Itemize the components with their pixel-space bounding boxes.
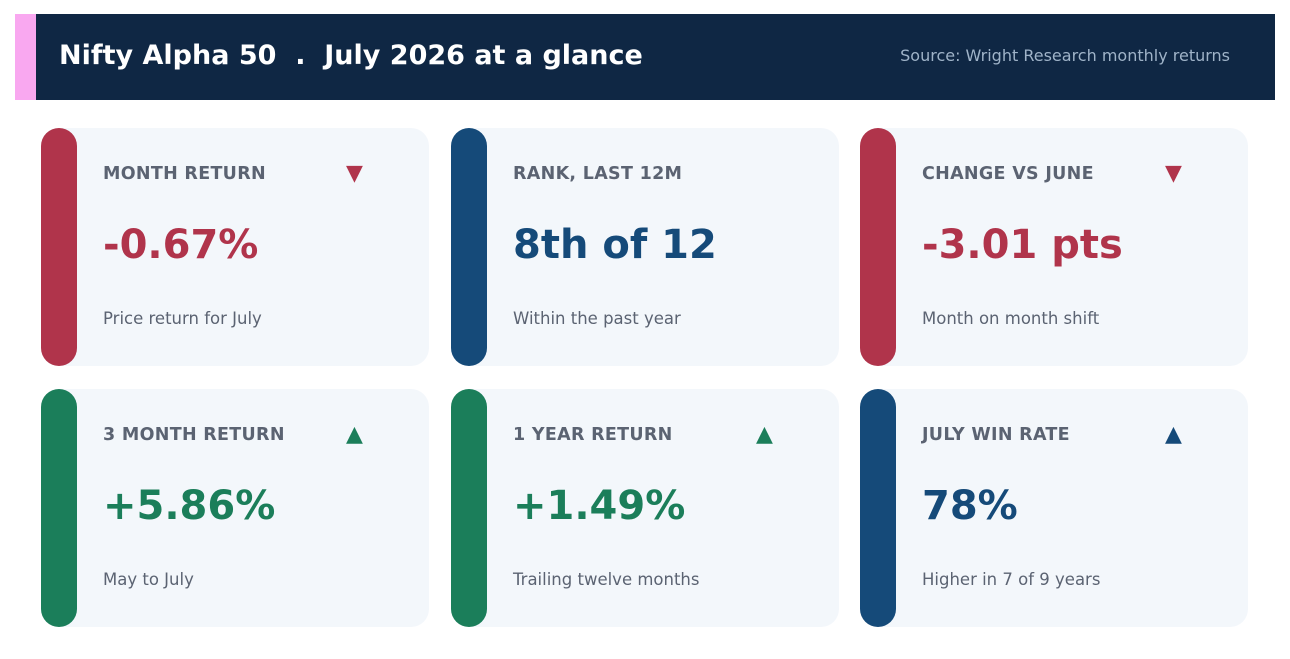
card-value: +5.86% (103, 483, 276, 529)
card-accent-bar (41, 389, 77, 627)
header-banner: Nifty Alpha 50 . July 2026 at a glance S… (15, 14, 1275, 100)
card-value: -3.01 pts (922, 222, 1123, 268)
card-subtitle: Month on month shift (922, 309, 1100, 328)
kpi-card-month-return: MONTH RETURN ▼ -0.67% Price return for J… (41, 128, 429, 366)
up-triangle-icon: ▲ (756, 422, 773, 447)
kpi-card-1-year-return: 1 YEAR RETURN ▲ +1.49% Trailing twelve m… (451, 389, 839, 627)
kpi-card-july-win-rate: JULY WIN RATE ▲ 78% Higher in 7 of 9 yea… (860, 389, 1248, 627)
card-label: JULY WIN RATE (922, 425, 1070, 445)
card-subtitle: Trailing twelve months (513, 570, 700, 589)
card-accent-bar (41, 128, 77, 366)
card-value: +1.49% (513, 483, 686, 529)
card-label: 1 YEAR RETURN (513, 425, 673, 445)
down-triangle-icon: ▼ (1165, 161, 1182, 186)
header-accent-stripe (15, 14, 36, 100)
card-subtitle: May to July (103, 570, 194, 589)
card-label: 3 MONTH RETURN (103, 425, 285, 445)
card-subtitle: Price return for July (103, 309, 262, 328)
card-accent-bar (451, 389, 487, 627)
source-note: Source: Wright Research monthly returns (900, 46, 1230, 65)
card-accent-bar (860, 128, 896, 366)
card-label: MONTH RETURN (103, 164, 266, 184)
card-value: -0.67% (103, 222, 259, 268)
card-subtitle: Higher in 7 of 9 years (922, 570, 1101, 589)
card-subtitle: Within the past year (513, 309, 681, 328)
kpi-card-change-vs-june: CHANGE VS JUNE ▼ -3.01 pts Month on mont… (860, 128, 1248, 366)
kpi-card-rank: RANK, LAST 12M 8th of 12 Within the past… (451, 128, 839, 366)
down-triangle-icon: ▼ (346, 161, 363, 186)
up-triangle-icon: ▲ (1165, 422, 1182, 447)
card-accent-bar (451, 128, 487, 366)
kpi-card-3-month-return: 3 MONTH RETURN ▲ +5.86% May to July (41, 389, 429, 627)
card-accent-bar (860, 389, 896, 627)
card-value: 8th of 12 (513, 222, 717, 268)
card-label: RANK, LAST 12M (513, 164, 683, 184)
page-title: Nifty Alpha 50 . July 2026 at a glance (59, 40, 643, 71)
card-label: CHANGE VS JUNE (922, 164, 1094, 184)
card-value: 78% (922, 483, 1018, 529)
up-triangle-icon: ▲ (346, 422, 363, 447)
